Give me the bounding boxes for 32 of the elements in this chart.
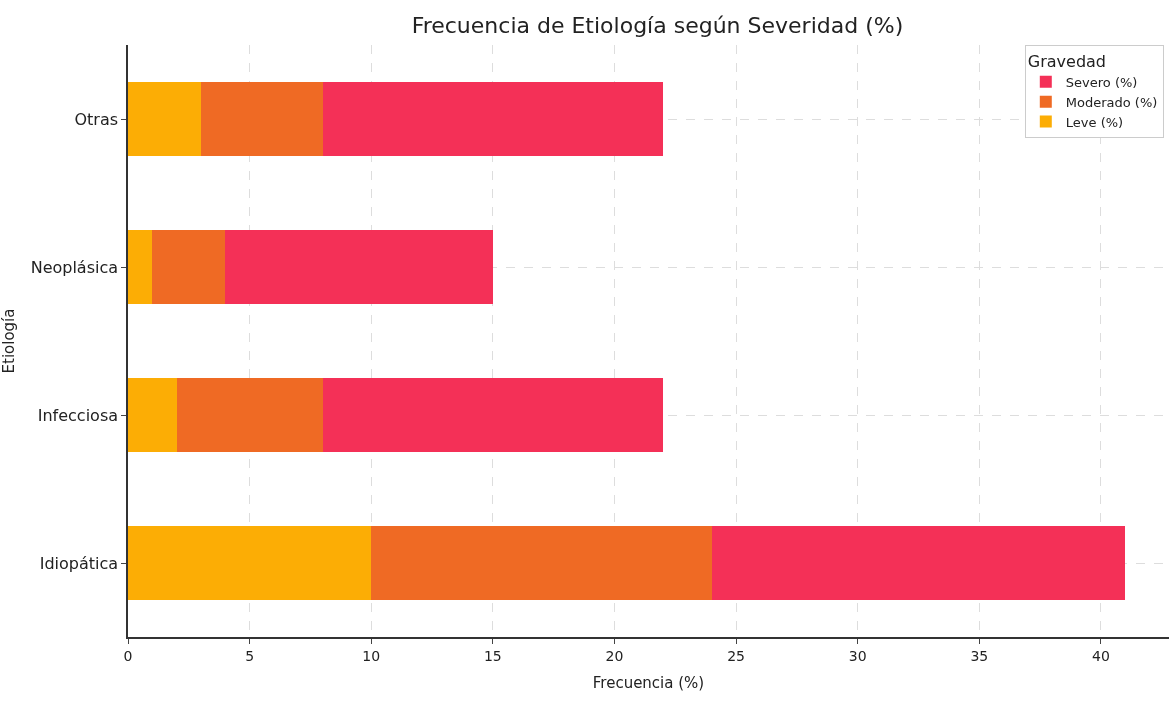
bar [128, 378, 177, 452]
bar [322, 378, 664, 452]
y-tick-label: Idiopática [39, 553, 119, 573]
x-tick-label: 20 [605, 647, 624, 664]
y-tick-label: Neoplásica [30, 257, 119, 277]
y-axis-title: Etiología [0, 308, 18, 374]
legend-title: Gravedad [1027, 51, 1107, 71]
legend-label: Severo (%) [1065, 74, 1138, 90]
x-tick-label: 5 [245, 647, 255, 664]
x-tick-label: 25 [727, 647, 745, 664]
y-tick-label: Infecciosa [37, 405, 119, 425]
legend-label: Leve (%) [1065, 114, 1124, 130]
bar [152, 230, 226, 304]
x-tick-label: 15 [483, 647, 502, 664]
bar [225, 230, 493, 304]
bar [711, 526, 1126, 600]
bar [371, 526, 712, 600]
y-tick-label: Otras [74, 109, 119, 129]
x-axis-title: Frecuencia (%) [592, 674, 705, 693]
x-tick-label: 35 [970, 647, 989, 664]
chart-title: Frecuencia de Etiología según Severidad (%) [411, 12, 904, 38]
bar [322, 82, 664, 156]
x-tick-label: 40 [1091, 647, 1110, 664]
x-tick-label: 30 [848, 647, 867, 664]
bar [176, 378, 323, 452]
legend-label: Moderado (%) [1065, 94, 1158, 110]
bar [128, 230, 153, 304]
x-tick-label: 0 [123, 647, 133, 664]
bar [128, 526, 372, 600]
x-tick-label: 10 [362, 647, 381, 664]
bar [128, 82, 201, 156]
bar [200, 82, 323, 156]
